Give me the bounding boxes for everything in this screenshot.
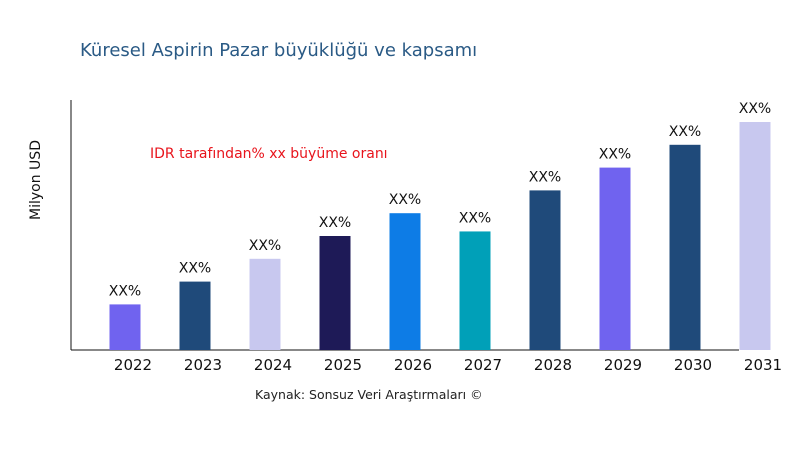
x-tick-label-2028: 2028 — [534, 356, 572, 374]
x-tick-label-2024: 2024 — [254, 356, 292, 374]
x-tick-label-2026: 2026 — [394, 356, 432, 374]
data-label-2028: XX% — [529, 169, 561, 185]
x-tick-label-2029: 2029 — [604, 356, 642, 374]
data-label-2029: XX% — [599, 147, 631, 163]
x-tick-label-2022: 2022 — [114, 356, 152, 374]
bar-2025 — [319, 236, 351, 350]
bar-2022 — [109, 304, 141, 350]
x-tick-label-2027: 2027 — [464, 356, 502, 374]
data-label-2022: XX% — [109, 283, 141, 299]
data-label-2031: XX% — [739, 101, 771, 117]
bar-2023 — [179, 281, 211, 350]
data-label-2026: XX% — [389, 192, 421, 208]
bar-2031 — [739, 122, 771, 350]
bar-2029 — [599, 167, 631, 350]
growth-annotation: IDR tarafından% xx büyüme oranı — [150, 146, 388, 162]
chart-title: Küresel Aspirin Pazar büyüklüğü ve kapsa… — [80, 40, 478, 61]
x-tick-label-2030: 2030 — [674, 356, 712, 374]
bar-2024 — [249, 258, 281, 350]
data-label-2027: XX% — [459, 210, 491, 226]
bar-2030 — [669, 144, 701, 350]
bar-2027 — [459, 231, 491, 350]
source-note: Kaynak: Sonsuz Veri Araştırmaları © — [255, 387, 483, 402]
x-tick-label-2023: 2023 — [184, 356, 222, 374]
bar-2026 — [389, 213, 421, 350]
bar-2028 — [529, 190, 561, 350]
data-label-2023: XX% — [179, 261, 211, 277]
data-label-2030: XX% — [669, 124, 701, 140]
data-label-2024: XX% — [249, 238, 281, 254]
x-tick-label-2031: 2031 — [744, 356, 782, 374]
data-label-2025: XX% — [319, 215, 351, 231]
x-tick-label-2025: 2025 — [324, 356, 362, 374]
